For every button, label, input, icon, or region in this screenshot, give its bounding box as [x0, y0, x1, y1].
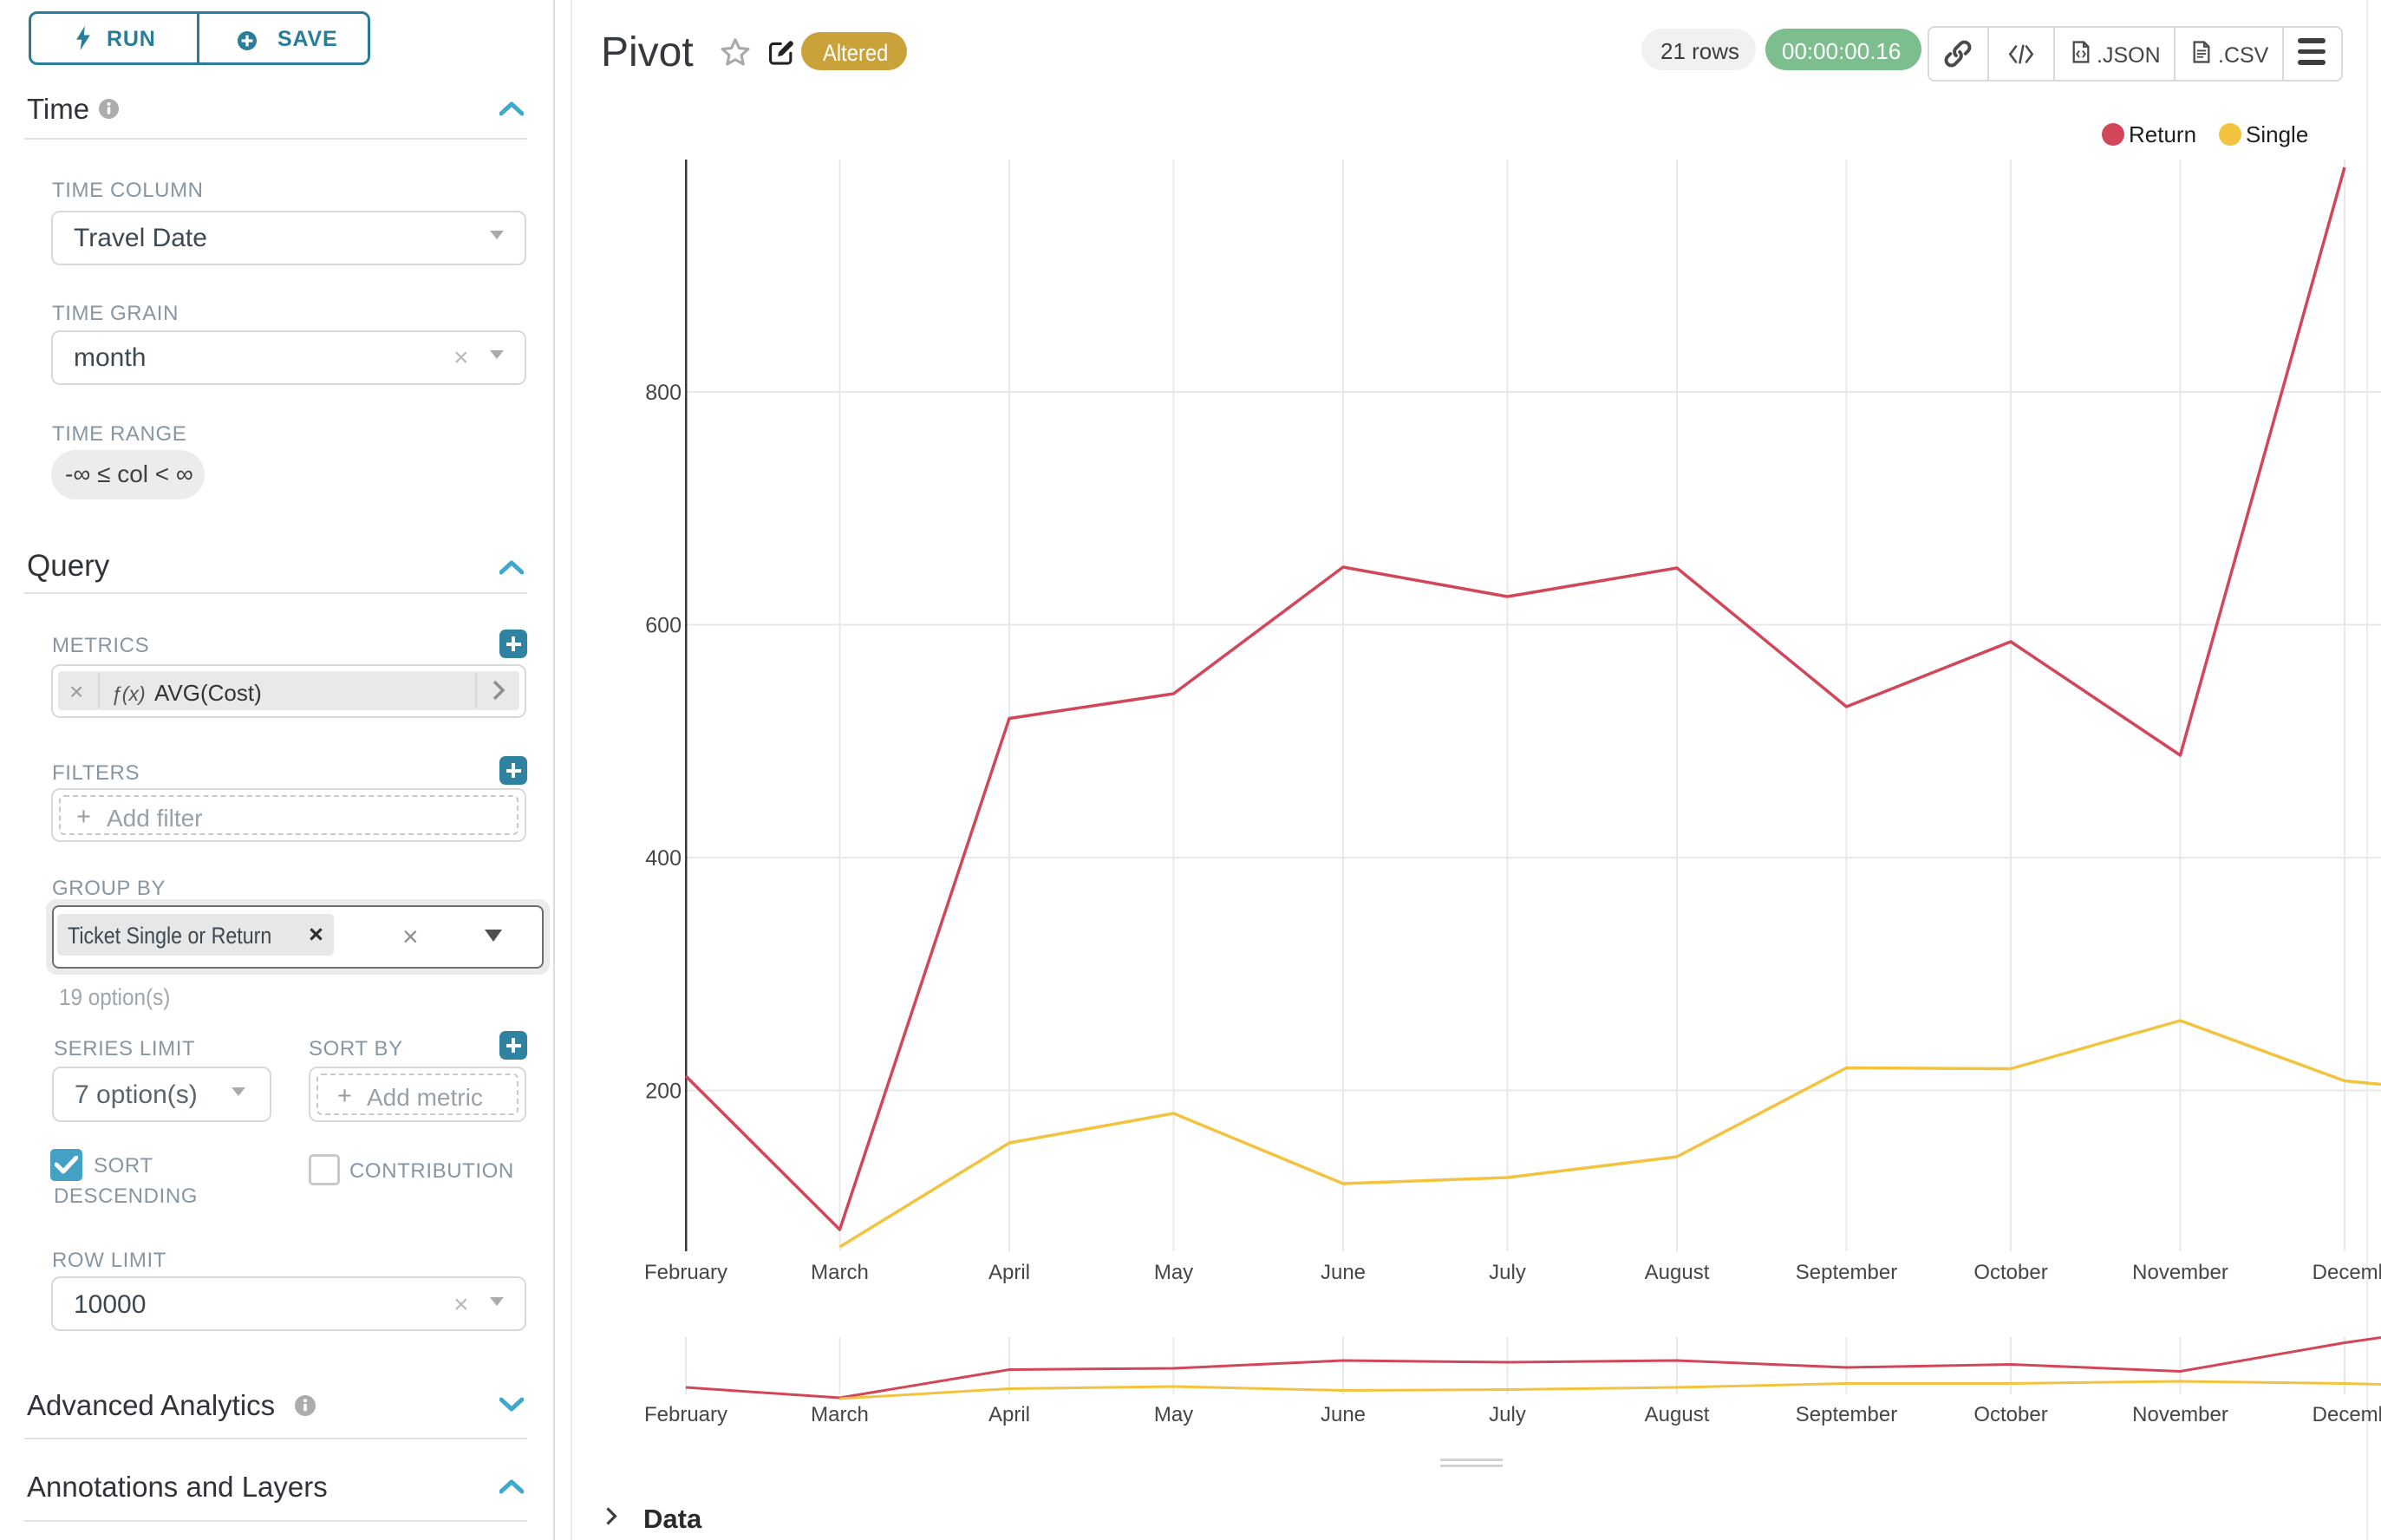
svg-text:May: May	[1154, 1403, 1193, 1426]
svg-text:April: April	[988, 1403, 1030, 1426]
svg-text:August: August	[1645, 1261, 1710, 1284]
svg-text:600: 600	[645, 614, 682, 638]
svg-text:June: June	[1321, 1261, 1366, 1284]
svg-text:December: December	[2313, 1403, 2381, 1426]
svg-text:March: March	[811, 1261, 869, 1284]
svg-text:200: 200	[645, 1080, 682, 1104]
svg-text:June: June	[1321, 1403, 1366, 1426]
svg-text:September: September	[1796, 1261, 1897, 1284]
svg-text:February: February	[644, 1261, 727, 1284]
svg-text:Return: Return	[2129, 121, 2196, 147]
svg-text:August: August	[1645, 1403, 1710, 1426]
svg-text:December: December	[2313, 1261, 2381, 1284]
svg-text:800: 800	[645, 381, 682, 405]
svg-text:March: March	[811, 1403, 869, 1426]
svg-text:October: October	[1973, 1403, 2047, 1426]
svg-text:July: July	[1489, 1261, 1526, 1284]
svg-text:October: October	[1973, 1261, 2047, 1284]
svg-text:400: 400	[645, 846, 682, 871]
svg-text:April: April	[988, 1261, 1030, 1284]
svg-text:February: February	[644, 1403, 727, 1426]
svg-text:Single: Single	[2246, 121, 2308, 147]
svg-text:May: May	[1154, 1261, 1193, 1284]
svg-text:September: September	[1796, 1403, 1897, 1426]
svg-text:November: November	[2132, 1403, 2228, 1426]
svg-text:July: July	[1489, 1403, 1526, 1426]
svg-text:November: November	[2132, 1261, 2228, 1284]
